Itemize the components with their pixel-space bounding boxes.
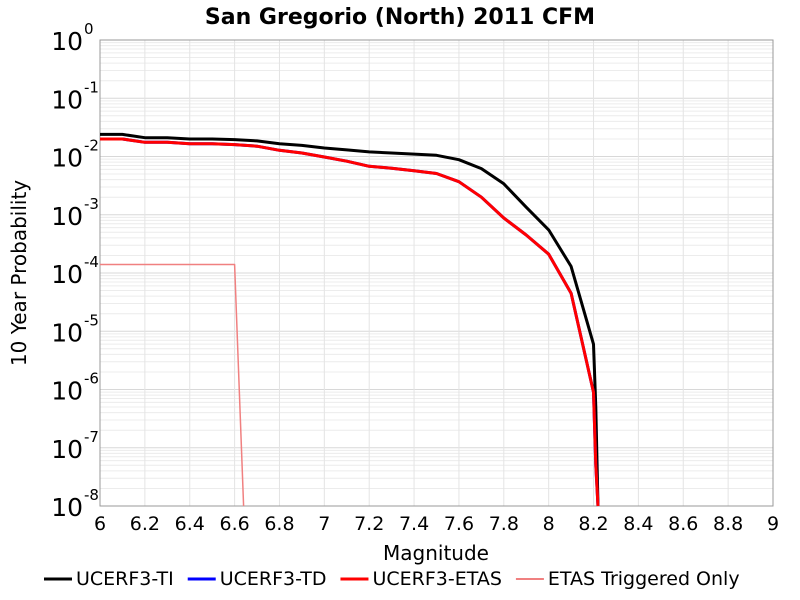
x-axis-label: Magnitude (383, 541, 489, 565)
y-tick-exponent: -6 (84, 370, 99, 388)
y-tick-label: 10 -5 (51, 311, 99, 347)
x-tick-label: 7 (318, 513, 330, 535)
x-tick-label: 8.2 (578, 513, 608, 535)
x-tick-label: 7.2 (354, 513, 384, 535)
series-line-ucerf3-ti (100, 132, 600, 507)
legend-item: UCERF3-TI (44, 568, 174, 590)
y-tick-label: 10 -3 (51, 195, 99, 231)
y-tick-base: 10 (51, 27, 83, 56)
legend-item: ETAS Triggered Only (515, 568, 740, 590)
x-tick-label: 6.6 (219, 513, 249, 535)
grid (99, 40, 774, 507)
series-line-ucerf3-etas (100, 137, 600, 507)
y-tick-base: 10 (51, 260, 83, 289)
y-tick-label: 10 -6 (51, 370, 99, 406)
legend-label: UCERF3-TI (76, 568, 174, 590)
y-tick-exponent: -8 (84, 486, 99, 504)
chart-title: San Gregorio (North) 2011 CFM (205, 5, 595, 30)
y-tick-base: 10 (51, 318, 83, 347)
y-tick-exponent: -5 (84, 311, 99, 329)
legend-item: UCERF3-ETAS (340, 568, 502, 590)
y-tick-exponent: -1 (84, 78, 99, 96)
y-tick-exponent: -7 (84, 428, 99, 446)
plot-frame (99, 39, 774, 507)
y-tick-exponent: -4 (84, 253, 99, 271)
legend-item: UCERF3-TD (187, 568, 327, 590)
y-tick-label: 10 -8 (51, 486, 99, 522)
x-tick-label: 6.8 (264, 513, 294, 535)
x-tick-label: 9 (767, 513, 779, 535)
legend-label: UCERF3-TD (220, 568, 327, 590)
y-tick-base: 10 (51, 493, 83, 522)
series-layer (100, 132, 600, 507)
legend-label: ETAS Triggered Only (548, 568, 740, 590)
x-tick-label: 8.8 (713, 513, 743, 535)
x-tick-label: 6 (94, 513, 106, 535)
x-tick-label: 7.8 (489, 513, 519, 535)
y-tick-base: 10 (51, 144, 83, 173)
y-tick-label: 10 -2 (51, 137, 99, 173)
x-tick-labels: 6 6.2 6.4 6.6 6.8 7 7.2 7.4 7.6 7.8 8 8.2 8.4 8.6 8.8 9 (94, 513, 779, 535)
y-tick-label: 10 -4 (51, 253, 99, 289)
y-tick-base: 10 (51, 435, 83, 464)
x-tick-label: 8 (543, 513, 555, 535)
x-tick-label: 7.6 (444, 513, 474, 535)
legend: UCERF3-TI UCERF3-TD UCERF3-ETAS ETAS Trigge… (44, 568, 740, 590)
y-axis-label: 10 Year Probability (7, 180, 31, 366)
x-tick-label: 6.2 (130, 513, 160, 535)
y-tick-label: 10 0 (51, 20, 93, 56)
y-tick-exponent: 0 (84, 20, 94, 38)
y-tick-base: 10 (51, 377, 83, 406)
y-tick-label: 10 -7 (51, 428, 99, 464)
series-line-etas-triggered-only (100, 263, 245, 507)
x-tick-label: 8.6 (668, 513, 698, 535)
y-tick-base: 10 (51, 85, 83, 114)
y-tick-exponent: -3 (84, 195, 99, 213)
y-tick-base: 10 (51, 202, 83, 231)
legend-label: UCERF3-ETAS (372, 568, 501, 590)
x-tick-label: 8.4 (623, 513, 653, 535)
x-tick-label: 7.4 (399, 513, 429, 535)
y-tick-label: 10 -1 (51, 78, 99, 114)
x-tick-label: 6.4 (175, 513, 205, 535)
y-tick-exponent: -2 (84, 137, 99, 155)
